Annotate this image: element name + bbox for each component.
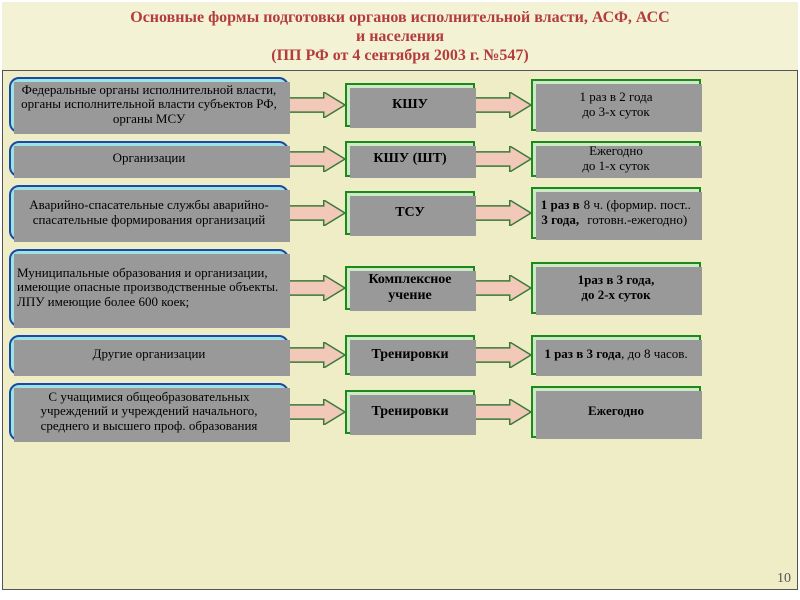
left-box: Аварийно-спасательные службы аварийно-сп… (9, 185, 289, 241)
page-number: 10 (777, 571, 791, 587)
diagram-row: Аварийно-спасательные службы аварийно-сп… (9, 185, 791, 241)
left-box: Муниципальные образования и организации,… (9, 249, 289, 327)
diagram-row: Другие организации Тренировки 1 раз в 3 го… (9, 335, 791, 375)
right-box: Ежегодно (531, 386, 701, 438)
arrow-icon (475, 90, 531, 120)
mid-box: КШУ (345, 83, 475, 127)
diagram-body: Федеральные органы исполнительной власти… (2, 70, 798, 590)
right-box: 1 раз в 2 года до 3-х суток (531, 79, 701, 131)
mid-box: Тренировки (345, 335, 475, 375)
header-title-1: Основные формы подготовки органов исполн… (12, 8, 788, 27)
arrow-icon (289, 273, 345, 303)
arrow-icon (289, 340, 345, 370)
arrow-icon (475, 273, 531, 303)
left-box: Другие организации (9, 335, 289, 375)
right-box: 1раз в 3 года, до 2-х суток (531, 262, 701, 314)
diagram-row: С учащимися общеобразовательных учрежден… (9, 383, 791, 441)
mid-box: Тренировки (345, 390, 475, 434)
left-box: С учащимися общеобразовательных учрежден… (9, 383, 289, 441)
left-box: Организации (9, 141, 289, 177)
arrow-icon (475, 144, 531, 174)
page: Основные формы подготовки органов исполн… (0, 0, 800, 600)
left-box: Федеральные органы исполнительной власти… (9, 77, 289, 133)
arrow-icon (475, 397, 531, 427)
diagram-row: Муниципальные образования и организации,… (9, 249, 791, 327)
right-box: 1 раз в 3 года,8 ч. (формир. пост.. гото… (531, 187, 701, 239)
arrow-icon (289, 144, 345, 174)
diagram-row: Организации КШУ (ШТ) Ежегодно до 1-х суток (9, 141, 791, 177)
header: Основные формы подготовки органов исполн… (2, 2, 798, 70)
arrow-icon (289, 397, 345, 427)
arrow-icon (289, 90, 345, 120)
header-subtitle: (ПП РФ от 4 сентября 2003 г. №547) (12, 46, 788, 65)
right-box: 1 раз в 3 года, до 8 часов. (531, 335, 701, 375)
arrow-icon (475, 340, 531, 370)
diagram-row: Федеральные органы исполнительной власти… (9, 77, 791, 133)
right-box: Ежегодно до 1-х суток (531, 141, 701, 177)
header-title-2: и населения (12, 27, 788, 46)
mid-box: КШУ (ШТ) (345, 141, 475, 177)
arrow-icon (475, 198, 531, 228)
arrow-icon (289, 198, 345, 228)
mid-box: ТСУ (345, 191, 475, 235)
rows-container: Федеральные органы исполнительной власти… (9, 77, 791, 441)
mid-box: Комплексное учение (345, 266, 475, 310)
